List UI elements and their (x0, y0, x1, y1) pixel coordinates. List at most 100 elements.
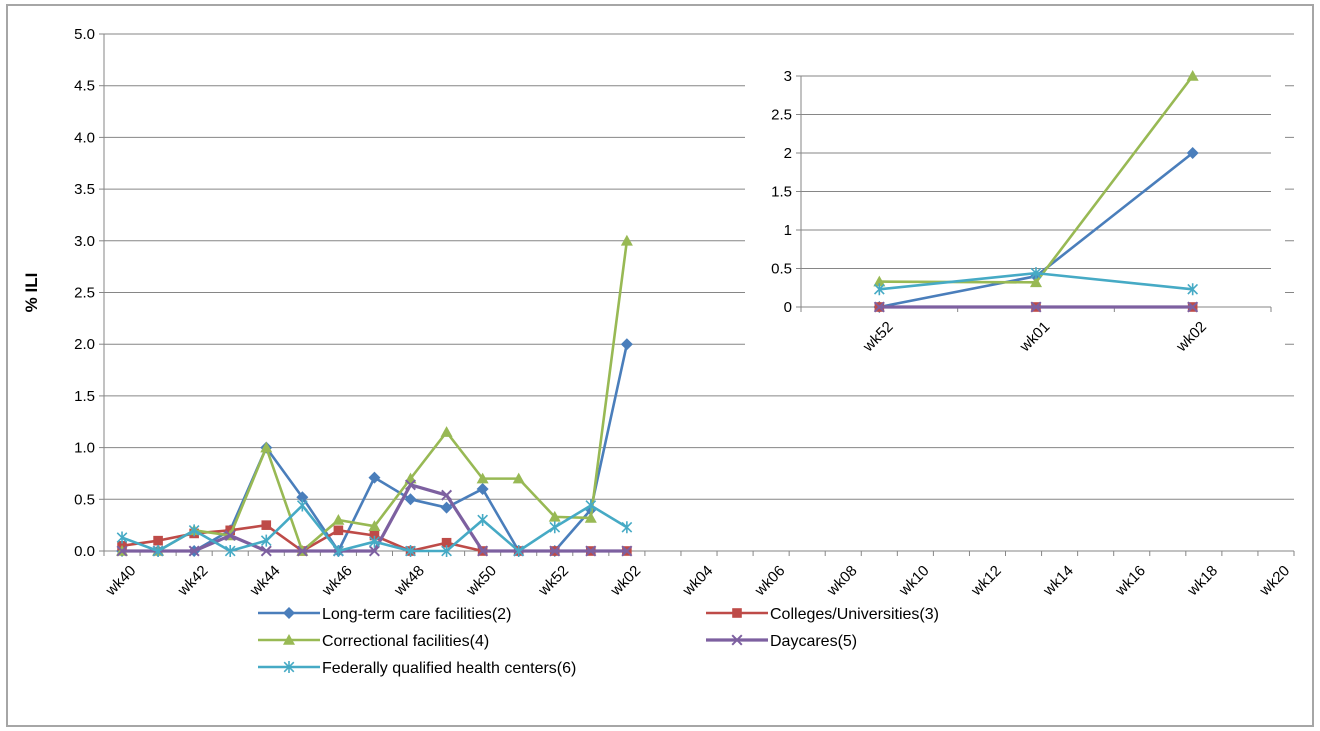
data-point (333, 525, 344, 536)
series-daycares-5 (873, 301, 1199, 313)
data-point (1187, 283, 1199, 296)
series-daycares-5 (116, 479, 633, 557)
x-tick-label: wk48 (390, 562, 427, 599)
data-point (620, 234, 633, 246)
data-point (440, 501, 453, 514)
data-point (513, 545, 525, 557)
data-point (296, 491, 309, 504)
data-point (261, 520, 272, 530)
y-axis-label: % ILI (22, 273, 41, 313)
x-tick-label: wk16 (1112, 562, 1149, 599)
legend-label: Correctional facilities(4) (322, 633, 489, 650)
x-tick-label: wk10 (895, 562, 932, 599)
y-tick-label: 5.0 (74, 26, 95, 43)
x-tick-label: wk20 (1256, 562, 1293, 599)
data-point (260, 441, 273, 453)
data-point (404, 493, 417, 506)
x-tick-label: wk06 (751, 562, 788, 599)
y-tick-label: 0.0 (74, 543, 95, 560)
y-tick-label: 0 (784, 299, 792, 316)
legend-marker (283, 634, 295, 645)
y-tick-label: 1.5 (771, 184, 792, 201)
data-point (260, 534, 272, 547)
data-point (1187, 301, 1199, 313)
data-point (873, 275, 886, 287)
data-point (369, 535, 380, 548)
y-tick-label: 0.5 (771, 261, 792, 278)
y-tick-label: 4.0 (74, 129, 95, 146)
data-point (440, 426, 453, 437)
data-point (477, 545, 489, 557)
data-point (441, 537, 452, 548)
data-point (441, 489, 453, 501)
y-tick-label: 3.5 (74, 181, 95, 198)
data-point (260, 545, 272, 557)
data-point (1030, 267, 1042, 280)
data-point (1186, 147, 1199, 159)
x-tick-label: wk08 (823, 562, 860, 599)
y-tick-label: 3.0 (74, 233, 95, 250)
y-tick-label: 2.0 (74, 336, 95, 353)
x-tick-label: wk46 (318, 562, 355, 599)
data-point (368, 545, 380, 557)
legend-item-correctional-facilities-4: Correctional facilities(4) (258, 633, 489, 650)
data-point (116, 531, 128, 544)
y-tick-label: 3 (784, 68, 792, 85)
data-point (1186, 70, 1199, 81)
data-point (476, 482, 489, 495)
data-point (296, 499, 308, 512)
data-point (332, 513, 345, 525)
y-tick-label: 2.5 (771, 107, 792, 124)
x-tick-label: wk44 (246, 562, 283, 599)
data-point (1030, 301, 1042, 313)
y-tick-label: 2 (784, 145, 792, 162)
data-point (153, 535, 163, 546)
data-point (368, 520, 381, 531)
y-tick-label: 1.5 (74, 388, 95, 405)
y-tick-label: 1 (784, 222, 792, 239)
data-point (585, 499, 597, 512)
data-point (224, 529, 236, 541)
legend-item-long-term-care-facilities-2: Long-term care facilities(2) (258, 606, 511, 623)
data-point (116, 545, 128, 557)
x-tick-label: wk14 (1039, 562, 1076, 599)
series-correctional-facilities-4 (116, 234, 633, 556)
data-point (296, 545, 308, 557)
legend-label: Long-term care facilities(2) (322, 606, 511, 623)
legend-marker (731, 634, 743, 646)
data-point (405, 479, 417, 491)
series-federally-qualified-health-centers-6 (116, 499, 633, 557)
x-tick-label: wk40 (102, 562, 139, 599)
data-point (476, 472, 489, 484)
data-point (369, 530, 380, 541)
data-point (620, 338, 633, 351)
data-point (405, 545, 416, 557)
data-point (188, 524, 200, 537)
data-point (152, 545, 164, 557)
data-point (1030, 276, 1042, 288)
data-point (584, 511, 597, 523)
x-tick-label: wk12 (967, 562, 1004, 599)
y-tick-label: 2.5 (74, 285, 95, 302)
y-tick-label: 0.5 (74, 491, 95, 508)
x-tick-label: wk50 (462, 562, 499, 599)
x-tick-label: wk02 (607, 562, 644, 599)
data-point (873, 283, 885, 296)
data-point (548, 510, 561, 522)
x-tick-label: wk52 (535, 562, 572, 599)
legend-marker (283, 607, 295, 619)
legend-label: Federally qualified health centers(6) (322, 660, 576, 677)
legend-item-federally-qualified-health-centers-6: Federally qualified health centers(6) (258, 660, 576, 677)
legend-label: Daycares(5) (770, 633, 857, 650)
data-point (224, 545, 236, 557)
legend-label: Colleges/Universities(3) (770, 606, 939, 623)
data-point (621, 545, 633, 557)
legend-marker (283, 661, 295, 673)
y-tick-label: 4.5 (74, 78, 95, 95)
data-point (873, 301, 885, 313)
data-point (333, 545, 344, 557)
legend-item-colleges-universities-3: Colleges/Universities(3) (706, 606, 939, 623)
legend: Long-term care facilities(2) Colleges/Uni… (258, 606, 939, 677)
